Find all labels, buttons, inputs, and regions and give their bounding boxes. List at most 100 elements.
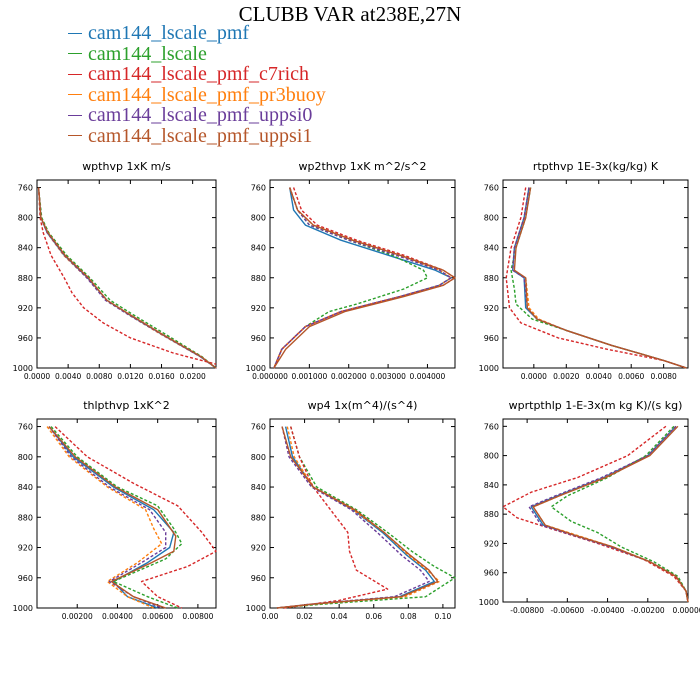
legend-label: cam144_lscale [88,42,207,65]
figure-title: CLUBB VAR at238E,27N [238,2,462,26]
y-tick-label: 800 [251,214,266,223]
y-tick-label: 920 [251,544,266,553]
x-tick-label: 0.00400 [102,612,133,621]
y-tick-label: 1000 [246,364,266,373]
plot-frame [36,179,217,369]
series-line [273,187,452,369]
y-tick-label: 880 [484,510,499,519]
series-line [276,426,439,609]
series-line [276,426,441,609]
y-tick-label: 800 [251,453,266,462]
y-tick-label: 880 [18,274,33,283]
x-tick-label: -0.00200 [631,606,665,615]
y-tick-label: 760 [484,422,499,431]
x-tick-label: -0.00600 [550,606,584,615]
x-tick-label: 0.0120 [117,372,143,381]
series-line [37,187,217,369]
y-tick-label: 1000 [13,364,33,373]
x-tick-label: 0.02 [296,612,313,621]
legend-swatch [68,53,82,55]
y-tick-label: 1000 [479,364,499,373]
y-tick-label: 760 [251,423,266,432]
series-line [48,426,177,609]
x-tick-label: 0.004000 [410,372,446,381]
y-tick-label: 760 [18,423,33,432]
x-tick-label: 0.0160 [148,372,174,381]
series-line [54,426,217,609]
y-tick-label: 960 [251,334,266,343]
plot-frame [502,418,689,603]
x-tick-label: -0.00800 [510,606,544,615]
y-tick-label: 960 [18,574,33,583]
y-tick-label: 1000 [479,598,499,607]
series-line [528,425,689,603]
x-tick-label: 0.0060 [618,372,644,381]
y-tick-label: 960 [484,569,499,578]
x-tick-label: 0.002000 [331,372,367,381]
series-line [48,426,175,609]
plot-frame [502,179,689,369]
x-tick-label: 0.00000 [672,606,700,615]
y-tick-label: 840 [18,483,33,492]
y-tick-label: 760 [18,184,33,193]
series-line [273,187,452,369]
panel-title: wp2thvp 1xK m^2/s^2 [298,160,426,173]
y-tick-label: 840 [251,244,266,253]
y-tick-label: 880 [18,513,33,522]
legend-swatch [68,32,82,34]
y-tick-label: 760 [251,184,266,193]
legend-label: cam144_lscale_pmf [88,22,250,44]
x-tick-label: 0.10 [435,612,452,621]
series-line [276,426,430,609]
legend-label: cam144_lscale_pmf_pr3buoy [88,83,326,106]
y-tick-label: 800 [484,214,499,223]
panel-title: wprtpthlp 1-E-3x(m kg K)/(s kg) [509,399,683,412]
series-line [532,425,689,603]
x-tick-label: 0.001000 [291,372,327,381]
series-line [37,187,217,369]
x-tick-label: 0.0020 [553,372,579,381]
series-line [502,425,689,603]
series-line [50,426,183,609]
series-line [505,187,687,369]
x-tick-label: 0.0080 [86,372,112,381]
x-tick-label: 0.00800 [182,612,213,621]
legend-label: cam144_lscale_pmf_uppsi0 [88,104,313,126]
legend-swatch [68,73,82,75]
legend-swatch [68,135,82,137]
legend-item: cam144_lscale [68,44,326,65]
series-line [550,425,689,603]
series-line [532,425,689,603]
x-tick-label: 0.0200 [180,372,206,381]
legend-item: cam144_lscale_pmf_uppsi0 [68,105,326,126]
y-tick-label: 840 [251,483,266,492]
legend-swatch [68,114,82,116]
y-tick-label: 960 [484,334,499,343]
x-tick-label: 0.0040 [55,372,81,381]
x-tick-label: 0.0040 [586,372,612,381]
panel-title: wpthvp 1xK m/s [82,160,171,173]
x-tick-label: 0.0000 [521,372,547,381]
series-line [276,426,435,609]
series-line [283,426,389,609]
y-tick-label: 840 [484,244,499,253]
series-line [513,187,687,369]
series-line [37,187,217,365]
legend-swatch [68,94,82,96]
legend-item: cam144_lscale_pmf_uppsi1 [68,126,326,147]
y-tick-label: 920 [484,304,499,313]
x-tick-label: 0.06 [365,612,382,621]
series-line [273,187,456,369]
x-tick-label: -0.00400 [591,606,625,615]
panel-title: wp4 1x(m^4)/(s^4) [308,399,418,412]
x-tick-label: 0.08 [400,612,417,621]
series-line [273,187,456,369]
series-line [48,426,167,609]
legend-label: cam144_lscale_pmf_uppsi1 [88,124,313,147]
y-tick-label: 880 [484,274,499,283]
y-tick-label: 760 [484,184,499,193]
x-tick-label: 0.000000 [252,372,288,381]
y-tick-label: 920 [18,304,33,313]
panel-title: thlpthvp 1xK^2 [83,399,170,412]
legend-item: cam144_lscale_pmf [68,23,326,44]
